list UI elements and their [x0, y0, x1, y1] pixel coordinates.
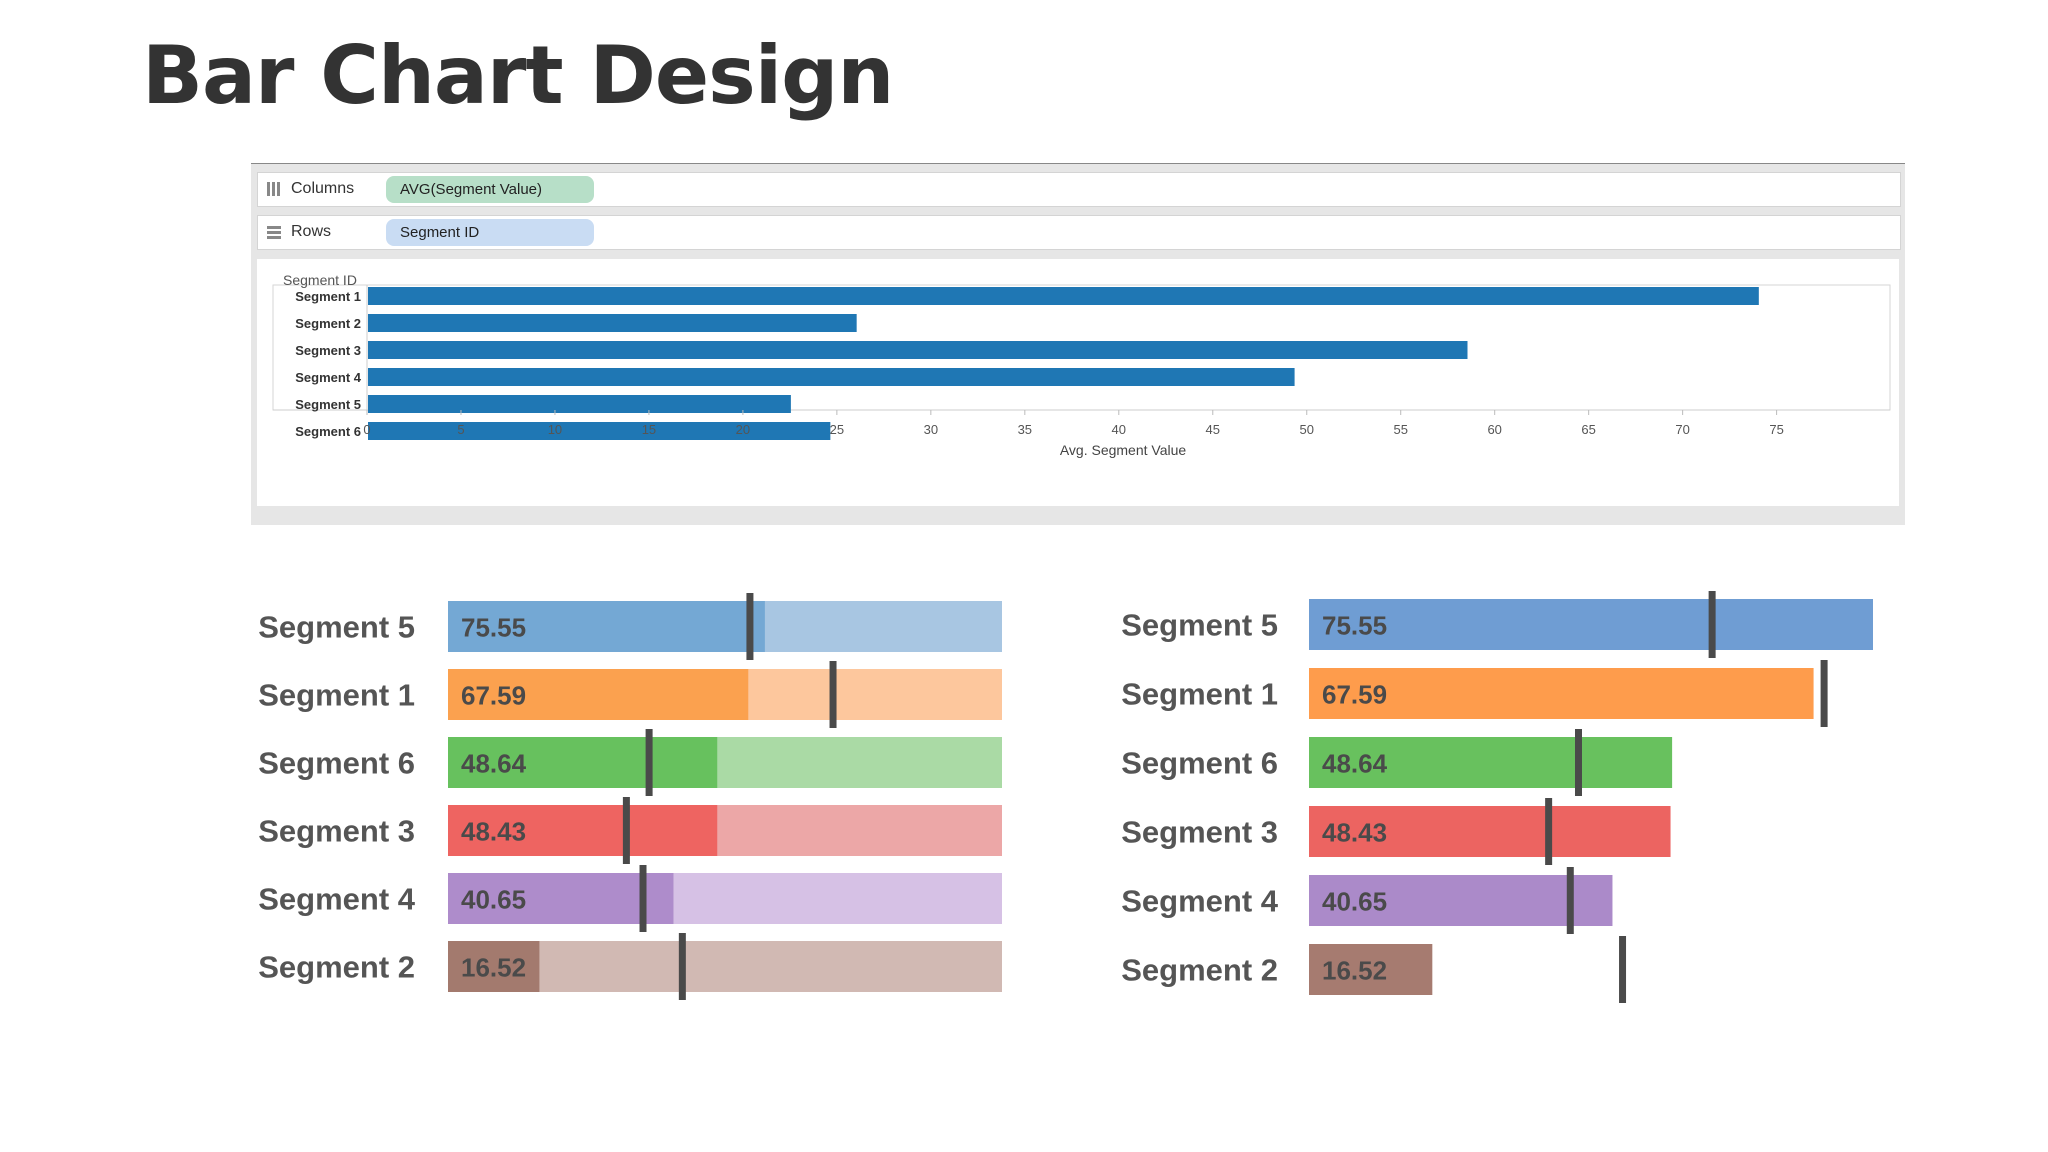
- x-tick-label: 40: [1112, 422, 1126, 437]
- background-band: [448, 941, 1002, 992]
- target-marker: [829, 661, 837, 728]
- target-marker: [1566, 867, 1574, 934]
- x-tick-label: 45: [1206, 422, 1220, 437]
- category-label: Segment 1: [1121, 677, 1278, 712]
- y-tick-label: Segment 5: [295, 397, 361, 412]
- target-marker: [639, 865, 647, 932]
- value-label: 40.65: [461, 885, 526, 915]
- x-tick-label: 0: [363, 422, 370, 437]
- x-tick-label: 25: [830, 422, 844, 437]
- bar: [368, 287, 1759, 305]
- category-label: Segment 5: [258, 610, 415, 645]
- rows-shelf[interactable]: Rows Segment ID: [257, 215, 1901, 250]
- target-marker: [622, 797, 630, 864]
- x-tick-label: 10: [548, 422, 562, 437]
- value-bar: [1309, 944, 1433, 995]
- tableau-viz-area: Segment ID Segment 1 Segment 2 Segment 3 Seg…: [257, 259, 1899, 506]
- x-tick-label: 15: [642, 422, 656, 437]
- value-label: 40.65: [1322, 887, 1387, 917]
- category-label: Segment 6: [1121, 746, 1278, 781]
- columns-label: Columns: [291, 180, 355, 197]
- value-label: 48.43: [1322, 818, 1387, 848]
- bar: [368, 395, 791, 413]
- x-tick-label: 5: [457, 422, 464, 437]
- y-tick-label: Segment 1: [295, 289, 361, 304]
- x-tick-label: 20: [736, 422, 750, 437]
- rows-icon: [267, 226, 281, 239]
- target-marker: [1820, 660, 1828, 727]
- value-bar: [448, 941, 540, 992]
- background-band: [448, 601, 1002, 652]
- value-bar: [448, 737, 718, 788]
- x-tick-label: 30: [924, 422, 938, 437]
- category-label: Segment 5: [1121, 608, 1278, 643]
- columns-pill[interactable]: AVG(Segment Value): [386, 176, 594, 203]
- row-header-label: Segment ID: [283, 272, 357, 288]
- target-marker: [746, 593, 754, 660]
- y-tick-label: Segment 2: [295, 316, 361, 331]
- value-label: 16.52: [461, 953, 526, 983]
- target-marker: [678, 933, 686, 1000]
- value-label: 67.59: [461, 681, 526, 711]
- rows-label: Rows: [291, 223, 332, 240]
- value-bar: [1309, 875, 1613, 926]
- bar: [368, 314, 857, 332]
- slide-title: Bar Chart Design: [142, 29, 894, 122]
- background-band: [448, 873, 1002, 924]
- x-tick-label: 55: [1393, 422, 1407, 437]
- value-bar: [1309, 737, 1673, 788]
- value-bar: [448, 601, 765, 652]
- rows-pill[interactable]: Segment ID: [386, 219, 594, 246]
- category-label: Segment 4: [1121, 884, 1279, 919]
- value-bar: [448, 873, 674, 924]
- value-label: 75.55: [1322, 611, 1387, 641]
- x-tick-label: 75: [1769, 422, 1783, 437]
- target-marker: [1545, 798, 1553, 865]
- target-marker: [1708, 591, 1716, 658]
- x-tick-label: 35: [1018, 422, 1032, 437]
- value-bar: [1309, 806, 1671, 857]
- columns-icon: [267, 182, 280, 196]
- background-band: [448, 669, 1002, 720]
- bar: [368, 422, 831, 440]
- category-label: Segment 2: [1121, 953, 1278, 988]
- category-label: Segment 3: [1121, 815, 1278, 850]
- value-bar: [1309, 668, 1814, 719]
- background-band: [448, 737, 1002, 788]
- y-tick-label: Segment 3: [295, 343, 361, 358]
- columns-shelf[interactable]: Columns AVG(Segment Value): [257, 172, 1901, 207]
- target-marker: [645, 729, 653, 796]
- x-tick-label: 60: [1487, 422, 1501, 437]
- background-band: [448, 805, 1002, 856]
- value-label: 48.64: [1322, 749, 1388, 779]
- x-axis-title: Avg. Segment Value: [1060, 442, 1187, 458]
- tableau-panel: Columns AVG(Segment Value) Rows Segment …: [251, 163, 1905, 525]
- value-bar: [448, 669, 749, 720]
- bar: [368, 368, 1295, 386]
- x-tick-label: 65: [1581, 422, 1595, 437]
- category-label: Segment 1: [258, 678, 415, 713]
- category-label: Segment 2: [258, 950, 415, 985]
- category-label: Segment 3: [258, 814, 415, 849]
- value-label: 48.43: [461, 817, 526, 847]
- bar: [368, 341, 1468, 359]
- value-label: 67.59: [1322, 680, 1387, 710]
- category-label: Segment 6: [258, 746, 415, 781]
- target-marker: [1574, 729, 1582, 796]
- value-label: 75.55: [461, 613, 526, 643]
- value-bar: [448, 805, 718, 856]
- value-bar: [1309, 599, 1873, 650]
- y-tick-label: Segment 4: [295, 370, 362, 385]
- target-marker: [1619, 936, 1627, 1003]
- value-label: 48.64: [461, 749, 527, 779]
- x-tick-label: 70: [1675, 422, 1689, 437]
- value-label: 16.52: [1322, 956, 1387, 986]
- y-tick-label: Segment 6: [295, 424, 361, 439]
- x-tick-label: 50: [1300, 422, 1314, 437]
- category-label: Segment 4: [258, 882, 416, 917]
